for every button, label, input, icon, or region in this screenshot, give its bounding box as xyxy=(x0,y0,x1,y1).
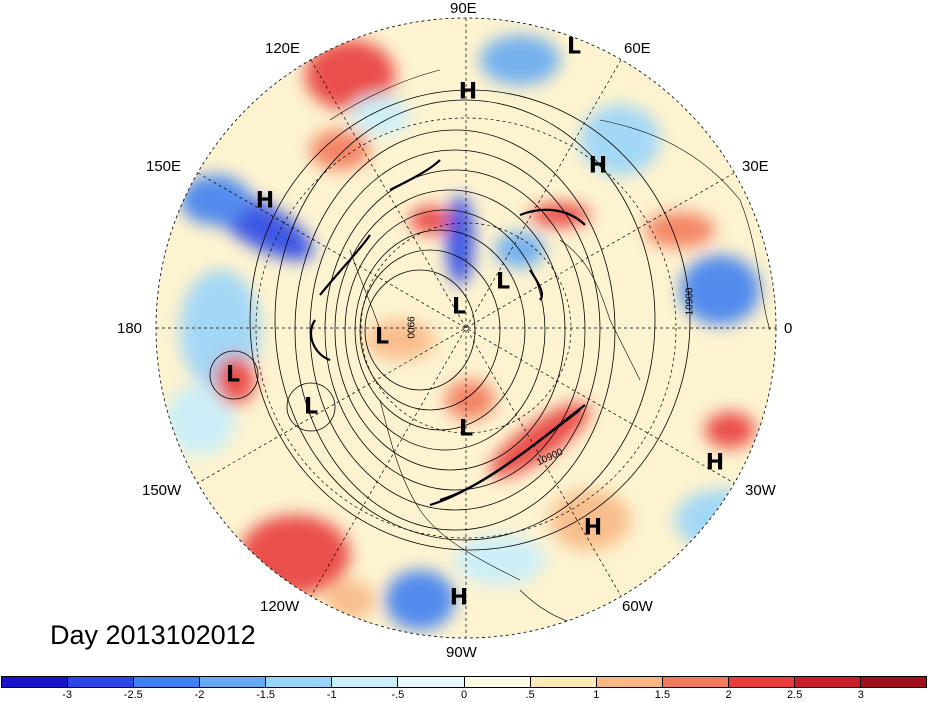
pressure-center-h: H xyxy=(705,450,725,476)
colorbar-segment xyxy=(332,677,399,687)
lon-label-120e: 120E xyxy=(265,40,301,57)
colorbar-tick-label: 0 xyxy=(460,689,468,701)
colorbar-tick-label: 1 xyxy=(593,689,600,701)
pressure-center-h: H xyxy=(449,585,469,611)
contour-label: 9900 xyxy=(404,316,416,339)
colorbar-segment xyxy=(464,677,531,687)
lon-label-120w: 120W xyxy=(260,598,300,615)
pressure-center-l: L xyxy=(303,394,319,420)
pressure-center-l: L xyxy=(225,362,241,388)
colorbar-tick-label: .5 xyxy=(525,689,535,701)
pressure-center-h: H xyxy=(583,515,603,541)
jet-contours xyxy=(309,159,586,507)
colorbar-segment xyxy=(200,677,267,687)
colorbar-segment xyxy=(2,677,69,687)
date-label: Day 2013102012 xyxy=(50,620,256,650)
lon-label-30w: 30W xyxy=(745,482,776,499)
colorbar-tick-label: -3 xyxy=(62,689,73,701)
pressure-center-h: H xyxy=(458,79,478,105)
colorbar-tick-label: 2 xyxy=(725,689,732,701)
graticule xyxy=(156,18,776,638)
colorbar-tick-label: -1 xyxy=(326,689,337,701)
lon-label-30e: 30E xyxy=(742,158,769,175)
lon-label-60w: 60W xyxy=(622,598,653,615)
colorbar-tick-label: -2 xyxy=(194,689,205,701)
colorbar-segment xyxy=(134,677,201,687)
pressure-center-l: L xyxy=(374,324,390,350)
colorbar-tick-label: 1.5 xyxy=(654,689,671,701)
contour-label: 10900 xyxy=(684,287,696,316)
colorbar-segment xyxy=(68,677,135,687)
map-boundary xyxy=(155,17,777,639)
pressure-center-l: L xyxy=(458,416,474,442)
anomaly-field xyxy=(156,18,776,638)
colorbar-segment xyxy=(728,677,795,687)
colorbar-tick-label: -.5 xyxy=(391,689,405,701)
colorbar-segment xyxy=(794,677,862,687)
colorbar-tick-label: -1.5 xyxy=(256,689,276,701)
pressure-center-h: H xyxy=(255,188,275,214)
pressure-center-l: L xyxy=(566,34,582,60)
colorbar-segment xyxy=(596,677,663,687)
colorbar-segment xyxy=(861,677,927,687)
lon-label-150e: 150E xyxy=(146,158,182,175)
colorbar-tick-label: -2.5 xyxy=(123,689,143,701)
colorbar-tick-label: 3 xyxy=(857,689,864,701)
pressure-center-h: H xyxy=(588,153,608,179)
lon-label-90e: 90E xyxy=(450,0,477,17)
colorbar-segment xyxy=(662,677,729,687)
pressure-center-l: L xyxy=(451,294,467,320)
lon-label-0: 0 xyxy=(784,320,793,337)
colorbar-segment xyxy=(530,677,597,687)
lon-label-150w: 150W xyxy=(142,482,182,499)
colorbar xyxy=(1,676,927,688)
pressure-center-l: L xyxy=(495,269,511,295)
colorbar-segment xyxy=(266,677,333,687)
lon-label-60e: 60E xyxy=(624,40,651,57)
lon-label-90w: 90W xyxy=(446,644,477,661)
lon-label-180: 180 xyxy=(117,320,143,337)
colorbar-tick-label: 2.5 xyxy=(787,689,803,701)
colorbar-segment xyxy=(398,677,465,687)
